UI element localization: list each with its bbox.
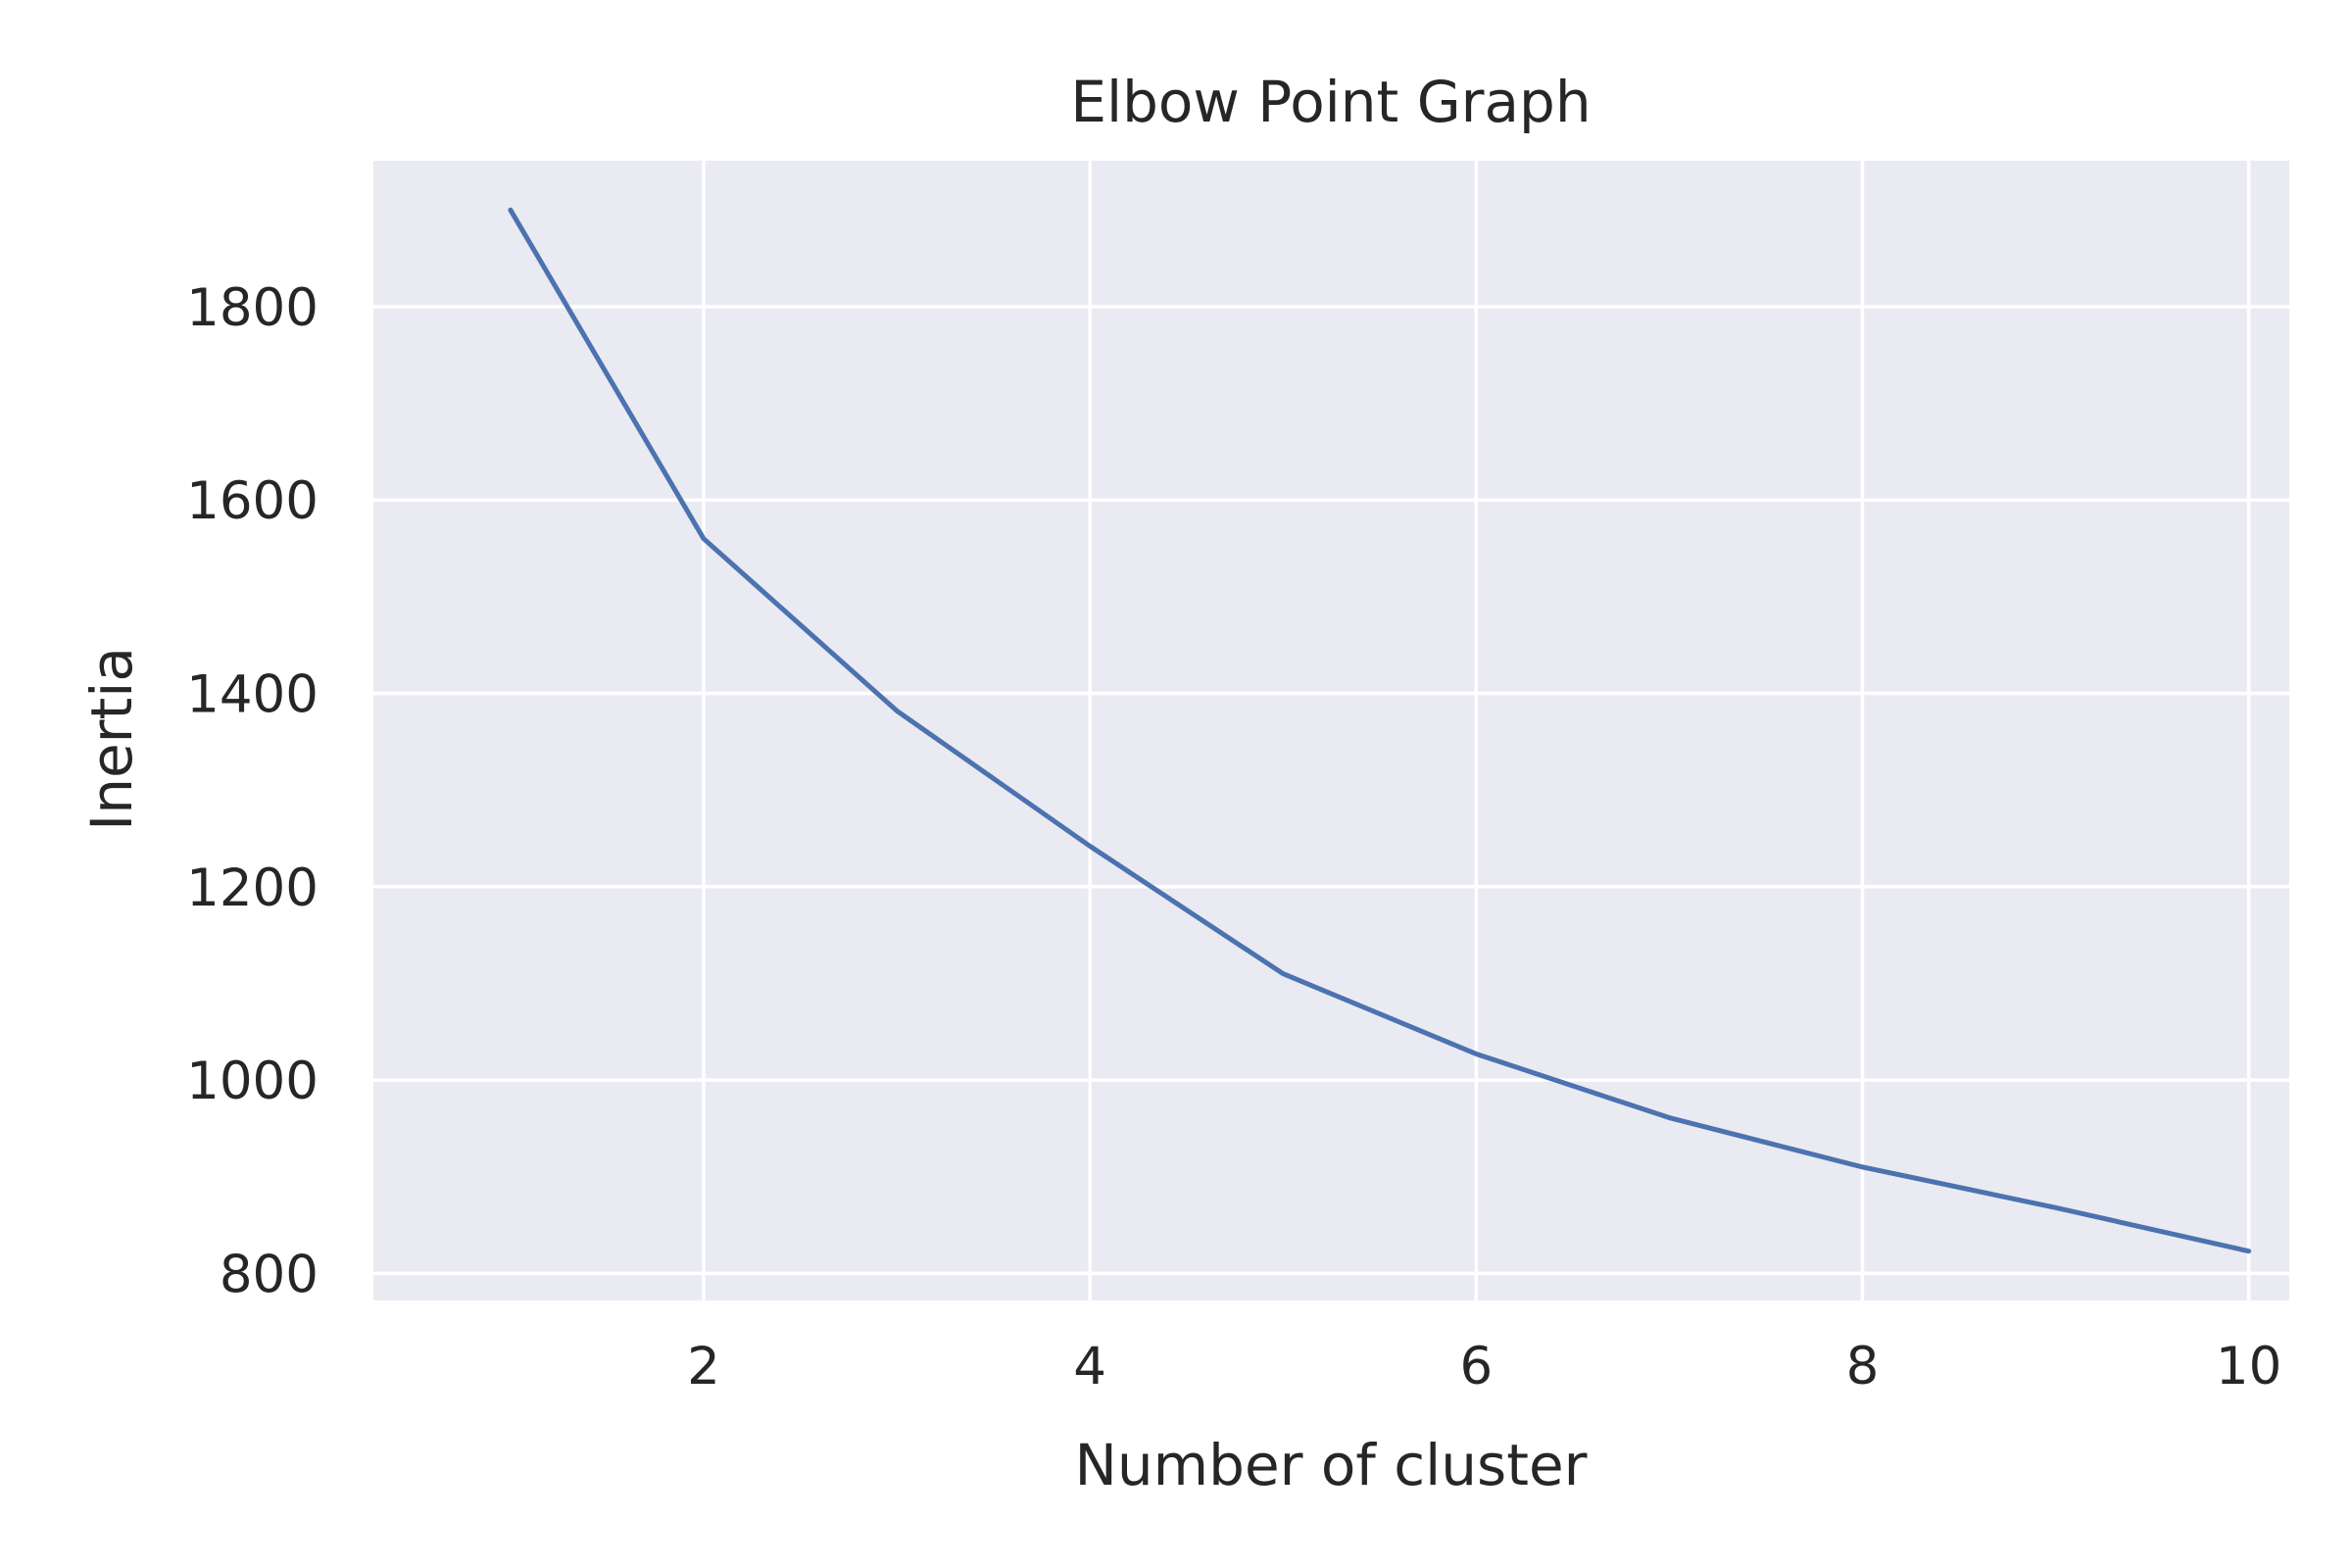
y-grid <box>373 305 2289 1276</box>
y-tick-label: 1200 <box>186 858 318 918</box>
x-tick-label: 6 <box>1459 1337 1493 1396</box>
y-axis-label: Inertia <box>78 647 145 831</box>
x-axis-label: Number of cluster <box>1074 1432 1587 1498</box>
x-tick-label: 10 <box>2216 1337 2281 1396</box>
y-tick-label: 1000 <box>186 1052 318 1111</box>
x-tick-labels: 2 4 6 8 10 <box>687 1337 2281 1396</box>
series-line-inertia <box>508 207 2252 1254</box>
x-tick-label: 2 <box>687 1337 720 1396</box>
y-tick-label: 1800 <box>186 278 318 338</box>
y-tick-label: 1600 <box>186 471 318 531</box>
y-tick-label: 800 <box>220 1245 318 1304</box>
x-tick-label: 8 <box>1846 1337 1880 1396</box>
chart-title: Elbow Point Graph <box>1070 69 1591 135</box>
x-grid <box>702 161 2251 1300</box>
plot-area <box>373 161 2289 1300</box>
x-tick-label: 4 <box>1073 1337 1106 1396</box>
y-tick-label: 1400 <box>186 665 318 725</box>
y-tick-labels: 800 1000 1200 1400 1600 1800 <box>186 278 318 1304</box>
